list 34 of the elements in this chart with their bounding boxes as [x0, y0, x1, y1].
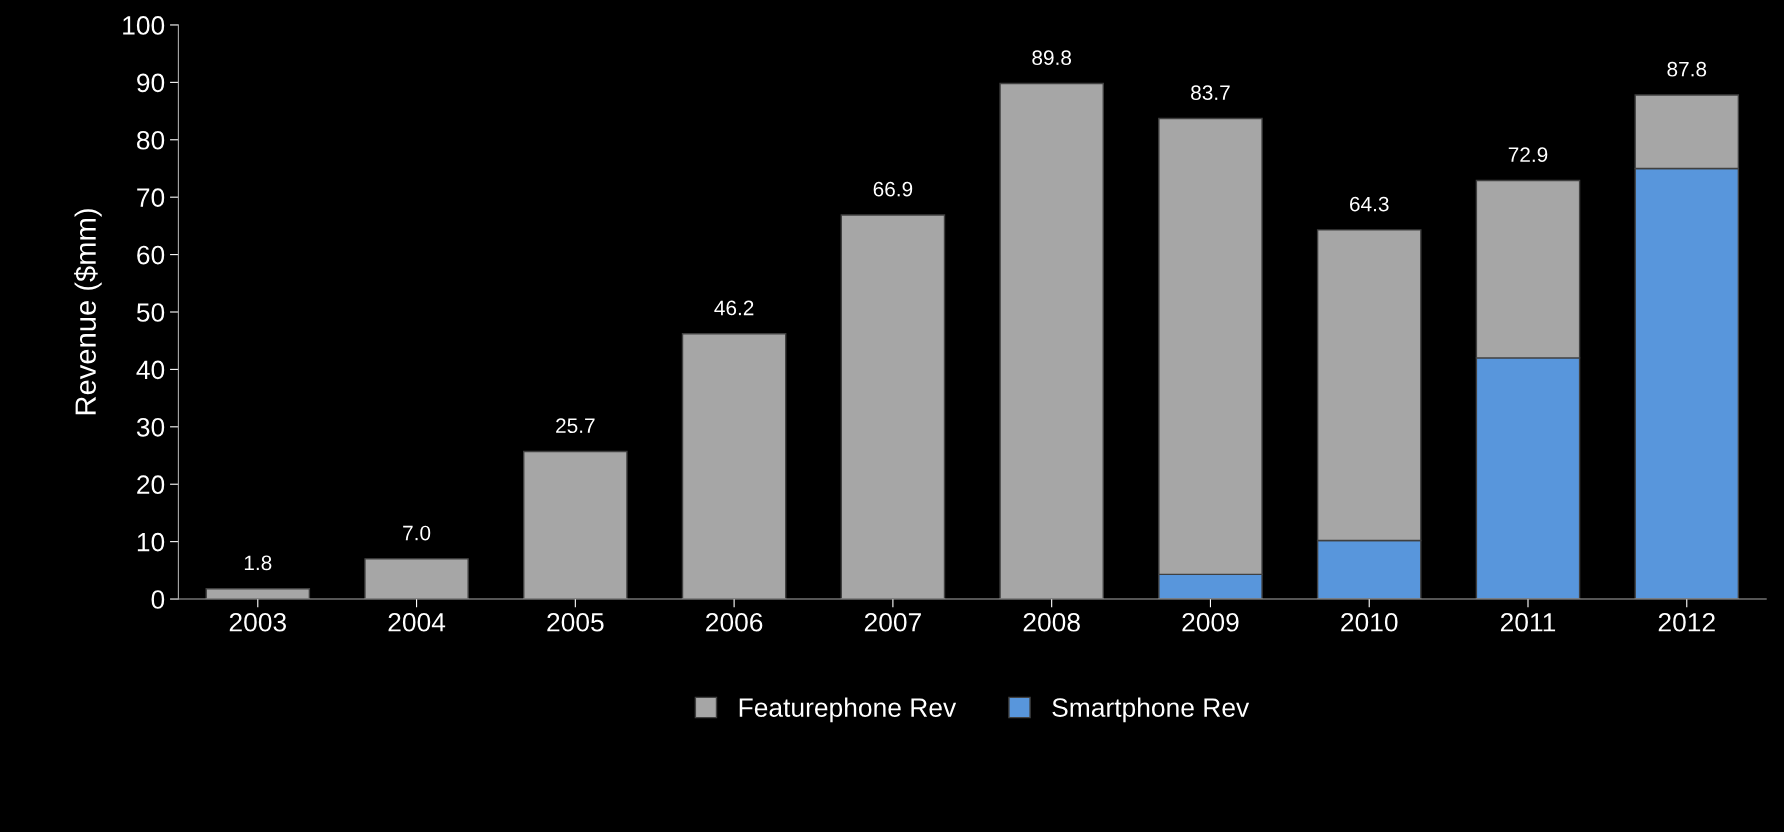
x-tick-label: 2005	[547, 612, 604, 632]
legend-label: Featurephone Rev	[739, 697, 957, 723]
x-tick-label: 2006	[706, 612, 763, 632]
y-tick-label: 60	[137, 245, 165, 265]
x-tick-label: 2003	[229, 612, 286, 632]
y-tick-label: 100	[123, 16, 165, 35]
y-tick-label: 40	[136, 360, 165, 380]
x-tick-label: 2007	[864, 612, 921, 632]
y-axis-title: Revenue ($mm)	[74, 209, 102, 415]
total-label: 66.9	[873, 181, 913, 197]
total-label: 46.2	[714, 300, 754, 316]
y-tick-label: 0	[151, 590, 165, 609]
total-label: 64.3	[1350, 196, 1389, 212]
total-label: 89.8	[1032, 50, 1072, 66]
total-label: 1.8	[244, 555, 272, 571]
total-label: 72.9	[1508, 147, 1548, 163]
y-tick-label: 80	[137, 130, 165, 150]
y-tick-label: 50	[136, 303, 165, 322]
x-tick-label: 2012	[1658, 612, 1715, 632]
x-tick-label: 2008	[1023, 612, 1080, 632]
total-label: 7.0	[403, 525, 431, 541]
y-tick-label: 30	[136, 417, 165, 437]
total-label: 25.7	[556, 418, 595, 434]
total-label: 87.8	[1667, 61, 1707, 77]
total-label: 83.7	[1191, 85, 1230, 101]
y-tick-label: 20	[137, 475, 165, 495]
y-tick-label: 70	[137, 188, 165, 208]
x-tick-label: 2009	[1182, 612, 1239, 632]
legend-label: Smartphone Rev	[1052, 697, 1250, 723]
x-tick-label: 2004	[388, 612, 446, 632]
x-tick-label: 2011	[1500, 612, 1556, 632]
y-tick-label: 90	[137, 73, 165, 93]
y-tick-label: 10	[137, 532, 165, 552]
x-tick-label: 2010	[1341, 612, 1398, 632]
